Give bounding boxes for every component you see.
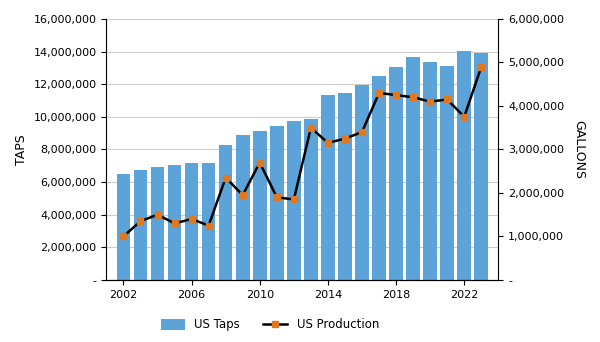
US Production bbox=[461, 115, 468, 119]
Bar bbox=[270, 126, 284, 280]
Bar bbox=[406, 56, 420, 280]
Bar bbox=[134, 170, 147, 280]
Bar bbox=[424, 62, 437, 280]
US Production bbox=[188, 217, 195, 221]
US Production bbox=[239, 193, 247, 197]
US Production bbox=[171, 221, 178, 225]
Y-axis label: TAPS: TAPS bbox=[15, 134, 28, 165]
Bar bbox=[185, 163, 199, 280]
Y-axis label: GALLONS: GALLONS bbox=[572, 120, 585, 179]
Bar bbox=[355, 85, 369, 280]
US Production bbox=[478, 65, 485, 69]
Bar bbox=[219, 145, 232, 280]
Bar bbox=[389, 67, 403, 280]
Bar bbox=[236, 135, 250, 280]
US Production bbox=[427, 100, 434, 104]
Bar bbox=[116, 174, 130, 280]
Line: US Production: US Production bbox=[120, 63, 485, 240]
Bar bbox=[287, 121, 301, 280]
Legend: US Taps, US Production: US Taps, US Production bbox=[157, 314, 383, 336]
US Production bbox=[307, 126, 314, 130]
Bar bbox=[372, 76, 386, 280]
US Production bbox=[256, 160, 263, 165]
US Production bbox=[325, 141, 332, 145]
Bar bbox=[338, 93, 352, 280]
US Production bbox=[120, 234, 127, 238]
US Production bbox=[341, 136, 349, 141]
US Production bbox=[273, 195, 280, 199]
Bar bbox=[457, 51, 471, 280]
US Production bbox=[376, 91, 383, 95]
US Production bbox=[410, 95, 417, 99]
US Production bbox=[205, 224, 212, 228]
Bar bbox=[440, 66, 454, 280]
US Production bbox=[358, 130, 365, 134]
Bar bbox=[202, 162, 215, 280]
US Production bbox=[290, 197, 298, 201]
US Production bbox=[137, 219, 144, 223]
US Production bbox=[222, 176, 229, 180]
US Production bbox=[392, 93, 400, 97]
Bar bbox=[253, 131, 266, 280]
US Production bbox=[443, 97, 451, 102]
Bar bbox=[168, 165, 181, 280]
Bar bbox=[304, 119, 317, 280]
Bar bbox=[475, 53, 488, 280]
US Production bbox=[154, 213, 161, 217]
Bar bbox=[151, 167, 164, 280]
Bar bbox=[321, 95, 335, 280]
